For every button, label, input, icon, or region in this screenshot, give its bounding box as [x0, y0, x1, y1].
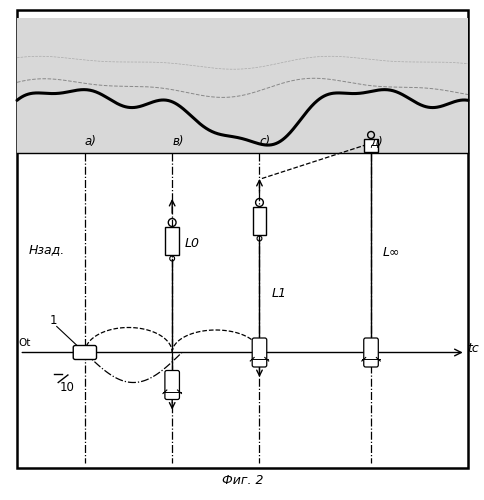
- Text: L1: L1: [271, 287, 286, 300]
- Text: tc: tc: [466, 342, 478, 355]
- Bar: [252, 208, 266, 235]
- Bar: [165, 228, 179, 255]
- Text: 1: 1: [49, 314, 57, 326]
- Text: в): в): [172, 136, 183, 148]
- Text: Ot: Ot: [18, 338, 31, 347]
- Text: Нзад.: Нзад.: [29, 244, 65, 256]
- Text: Фиг. 2: Фиг. 2: [221, 474, 263, 488]
- Bar: [17, 18, 467, 152]
- FancyBboxPatch shape: [165, 370, 179, 400]
- Text: с): с): [259, 136, 270, 148]
- FancyBboxPatch shape: [73, 346, 96, 360]
- Text: а): а): [85, 136, 96, 148]
- FancyBboxPatch shape: [252, 338, 266, 367]
- Text: L0: L0: [184, 237, 199, 250]
- Text: 10: 10: [60, 381, 74, 394]
- Text: д): д): [370, 136, 382, 148]
- Text: L∞: L∞: [382, 246, 400, 258]
- FancyBboxPatch shape: [363, 338, 378, 367]
- Bar: [363, 139, 378, 151]
